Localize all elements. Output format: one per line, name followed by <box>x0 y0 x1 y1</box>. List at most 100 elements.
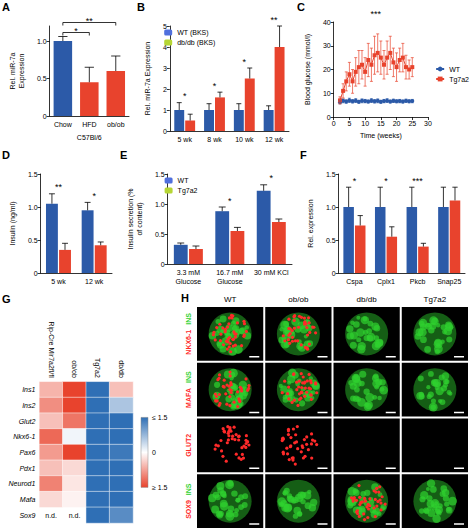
svg-text:2: 2 <box>163 86 167 93</box>
svg-text:MAFAINS: MAFAINS <box>185 371 192 408</box>
svg-text:Insulin secretion (%: Insulin secretion (% <box>127 188 135 249</box>
svg-text:0: 0 <box>43 113 47 120</box>
svg-text:Rel. miR-7a Expression: Rel. miR-7a Expression <box>144 42 152 116</box>
svg-text:Ins1: Ins1 <box>22 386 35 393</box>
svg-text:0.5: 0.5 <box>28 237 38 244</box>
svg-text:Tg7a2: Tg7a2 <box>449 76 469 84</box>
svg-text:40: 40 <box>323 19 331 26</box>
svg-text:25: 25 <box>408 120 416 127</box>
svg-text:0.5: 0.5 <box>155 231 165 238</box>
svg-text:F: F <box>300 149 307 161</box>
svg-text:1.0: 1.0 <box>28 204 38 211</box>
svg-text:3: 3 <box>163 65 167 72</box>
svg-text:A: A <box>2 1 10 13</box>
svg-text:*: * <box>384 176 388 186</box>
svg-text:Glucose: Glucose <box>176 278 202 285</box>
svg-text:Expression: Expression <box>18 54 26 89</box>
svg-text:Ins2: Ins2 <box>22 402 35 409</box>
svg-text:*: * <box>183 91 187 101</box>
svg-text:Neurod1: Neurod1 <box>9 480 36 487</box>
svg-text:1.0: 1.0 <box>326 204 336 211</box>
svg-text:WT: WT <box>178 177 190 184</box>
svg-text:db/db: db/db <box>118 360 125 378</box>
svg-text:Tg7a2: Tg7a2 <box>178 187 198 195</box>
svg-text:Cplx1: Cplx1 <box>377 278 395 286</box>
svg-text:H: H <box>181 292 189 304</box>
svg-text:0: 0 <box>332 270 336 277</box>
svg-text:1.5: 1.5 <box>155 171 165 178</box>
svg-text:10: 10 <box>361 120 369 127</box>
svg-text:30: 30 <box>323 42 331 49</box>
svg-text:0: 0 <box>161 261 165 268</box>
svg-text:*: * <box>270 173 274 183</box>
svg-text:30 mM KCl: 30 mM KCl <box>254 269 289 276</box>
svg-text:n.d.: n.d. <box>45 512 57 519</box>
svg-text:0: 0 <box>34 270 38 277</box>
svg-text:*: * <box>92 191 96 201</box>
svg-text:Glucose: Glucose <box>217 278 243 285</box>
svg-text:GLUT2: GLUT2 <box>185 434 192 457</box>
svg-text:12 wk: 12 wk <box>265 136 284 143</box>
svg-text:15: 15 <box>377 120 385 127</box>
svg-text:Mafa: Mafa <box>20 496 36 503</box>
svg-text:Time (weeks): Time (weeks) <box>360 132 402 140</box>
svg-text:12 wk: 12 wk <box>85 278 104 285</box>
svg-text:Tg7a2: Tg7a2 <box>424 295 447 304</box>
svg-text:*: * <box>353 176 357 186</box>
svg-text:ob/ob: ob/ob <box>288 295 309 304</box>
svg-text:≥ 1.5: ≥ 1.5 <box>152 484 168 491</box>
svg-text:Nkx6-1: Nkx6-1 <box>13 433 35 440</box>
svg-text:C57Bl/6: C57Bl/6 <box>77 134 102 141</box>
svg-text:**: ** <box>271 15 279 25</box>
svg-text:HFD: HFD <box>82 121 96 128</box>
svg-text:5 wk: 5 wk <box>51 278 66 285</box>
svg-text:n.d.: n.d. <box>69 512 81 519</box>
svg-text:*: * <box>213 81 217 91</box>
svg-text:≤ 1.5: ≤ 1.5 <box>152 414 168 421</box>
svg-text:0: 0 <box>152 449 156 456</box>
svg-text:0: 0 <box>163 128 167 135</box>
svg-text:1.5: 1.5 <box>326 171 336 178</box>
svg-text:ob/ob: ob/ob <box>107 121 125 128</box>
svg-text:**: ** <box>86 16 94 26</box>
svg-text:Blood glucose (mmol/l): Blood glucose (mmol/l) <box>304 34 312 105</box>
svg-text:0.5: 0.5 <box>37 75 47 82</box>
svg-text:db/db (BKS): db/db (BKS) <box>177 39 215 47</box>
svg-text:5 wk: 5 wk <box>177 136 192 143</box>
svg-text:Chow: Chow <box>54 121 73 128</box>
svg-text:WT: WT <box>449 66 461 73</box>
svg-text:1: 1 <box>163 107 167 114</box>
svg-text:20: 20 <box>323 66 331 73</box>
svg-text:Insulin (ng/ml): Insulin (ng/ml) <box>9 202 17 246</box>
svg-text:Sox9: Sox9 <box>19 512 35 519</box>
svg-text:C: C <box>297 1 305 13</box>
svg-text:*: * <box>243 57 247 67</box>
svg-text:G: G <box>2 293 11 305</box>
svg-text:5: 5 <box>163 23 167 30</box>
svg-text:**: ** <box>55 182 63 192</box>
svg-text:E: E <box>120 149 127 161</box>
svg-text:Pkcb: Pkcb <box>410 278 426 285</box>
svg-text:Snap25: Snap25 <box>437 278 461 286</box>
svg-text:B: B <box>137 1 145 13</box>
svg-text:16.7 mM: 16.7 mM <box>216 269 243 276</box>
svg-text:Tg7a2: Tg7a2 <box>93 358 101 378</box>
svg-text:***: *** <box>412 176 423 186</box>
svg-text:Pdx1: Pdx1 <box>19 465 35 472</box>
svg-text:Rel. expression: Rel. expression <box>307 199 315 247</box>
svg-text:30: 30 <box>424 120 432 127</box>
svg-text:D: D <box>2 149 10 161</box>
svg-text:ob/ob: ob/ob <box>71 360 78 378</box>
svg-text:20: 20 <box>393 120 401 127</box>
svg-text:*: * <box>228 196 232 206</box>
svg-text:Pax6: Pax6 <box>19 449 35 456</box>
svg-text:Rip-Cre Mir7a2fl/fl: Rip-Cre Mir7a2fl/fl <box>47 321 55 378</box>
svg-text:3.3 mM: 3.3 mM <box>177 269 201 276</box>
svg-text:*: * <box>74 26 78 36</box>
svg-text:10: 10 <box>323 90 331 97</box>
svg-text:1.0: 1.0 <box>37 38 47 45</box>
svg-text:0.5: 0.5 <box>326 237 336 244</box>
svg-text:SOX9INS: SOX9INS <box>185 483 192 519</box>
svg-text:Rel. miR-7a: Rel. miR-7a <box>9 52 16 89</box>
svg-text:of content): of content) <box>136 202 144 235</box>
